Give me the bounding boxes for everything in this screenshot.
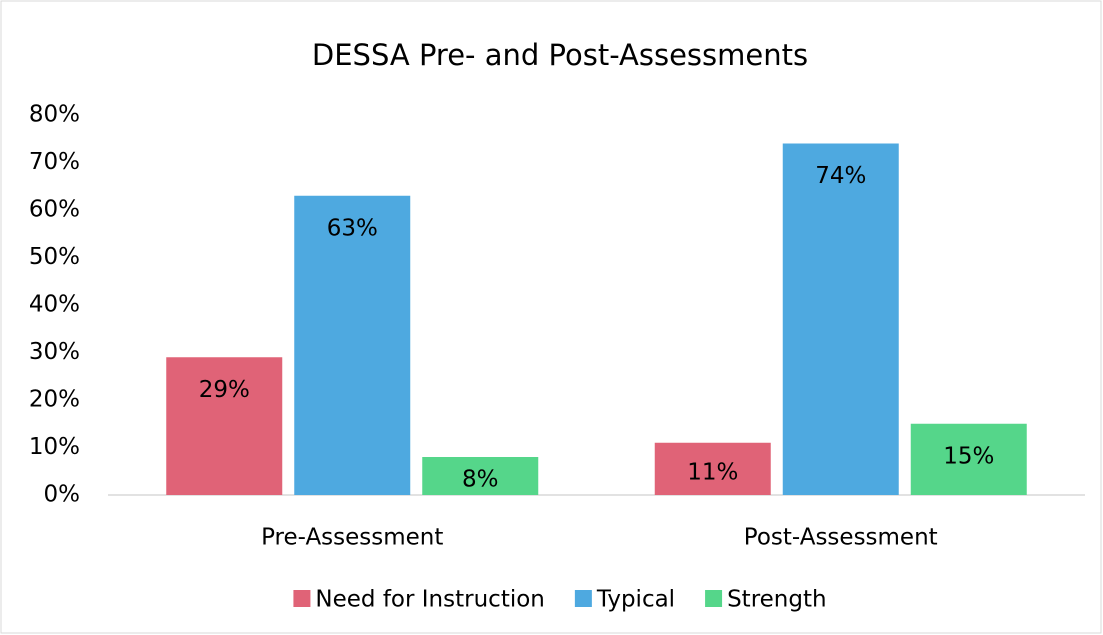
bar (782, 143, 899, 495)
data-label: 74% (815, 163, 866, 189)
y-tick-label: 50% (29, 244, 80, 270)
legend-swatch (293, 590, 311, 607)
y-tick-label: 60% (29, 197, 80, 223)
y-tick-label: 10% (29, 434, 80, 460)
data-label: 15% (943, 443, 994, 469)
bar (654, 442, 771, 495)
y-tick-label: 20% (29, 387, 80, 413)
y-tick-label: 30% (29, 339, 80, 365)
y-tick-label: 40% (29, 292, 80, 318)
legend-label: Typical (596, 587, 675, 613)
bar (294, 195, 411, 495)
chart-title: DESSA Pre- and Post-Assessments (312, 38, 808, 72)
legend-swatch (705, 590, 723, 607)
legend-label: Strength (727, 587, 827, 613)
x-tick-label: Post-Assessment (744, 525, 938, 551)
bar (166, 357, 283, 495)
bar (422, 457, 539, 495)
data-label: 11% (687, 459, 738, 485)
bar (910, 423, 1027, 495)
data-label: 8% (462, 467, 499, 493)
y-tick-label: 70% (29, 149, 80, 175)
data-label: 63% (327, 215, 378, 241)
y-tick-label: 0% (44, 482, 81, 508)
x-tick-label: Pre-Assessment (261, 525, 443, 551)
legend-swatch (574, 590, 592, 607)
data-label: 29% (199, 377, 250, 403)
legend-label: Need for Instruction (315, 587, 544, 613)
y-tick-label: 80% (29, 102, 80, 128)
